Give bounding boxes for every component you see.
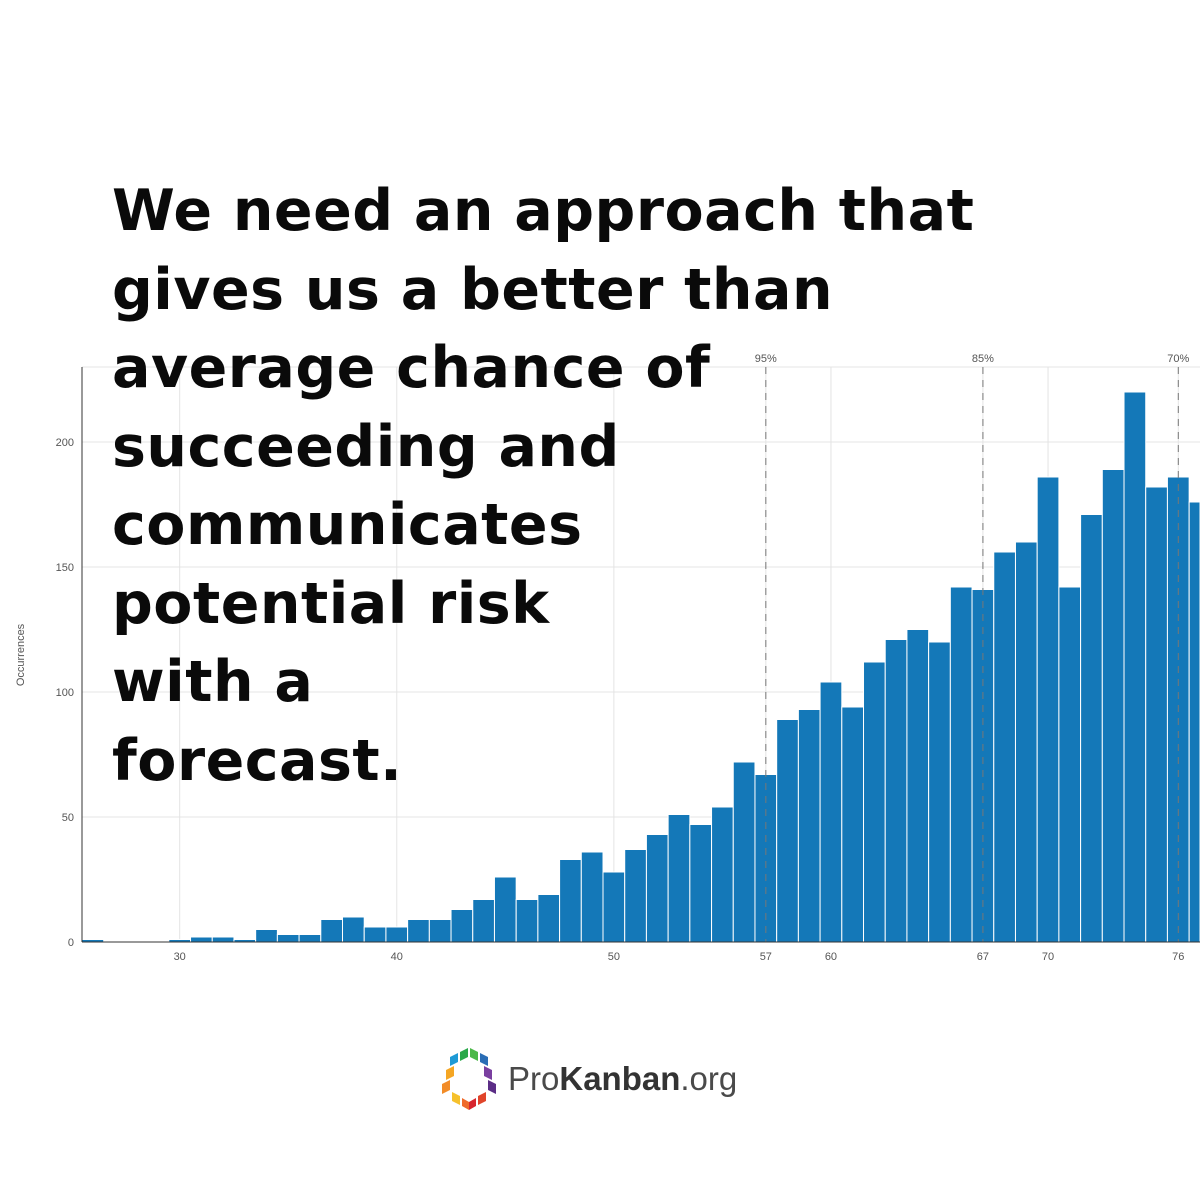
histogram-bar [1101,469,1125,943]
histogram-bar [580,851,604,943]
histogram-bar [667,814,691,943]
histogram-bar [1036,476,1060,943]
headline-line: forecast. [112,727,403,794]
headline-line: We need an approach that [112,178,975,244]
histogram-bar [993,551,1016,943]
headline-line: gives us a better than [112,256,834,323]
histogram-bar [515,899,539,943]
histogram-bar [1058,586,1082,943]
histogram-bar [428,919,452,943]
x-tick-label: 50 [608,951,620,963]
logo-text-kanban: Kanban [559,1060,681,1097]
histogram-bar [602,871,626,943]
x-tick-label: 30 [174,951,186,963]
y-axis-title: Occurrences [15,623,27,686]
histogram-bar [342,916,365,943]
histogram-bar [255,929,278,943]
headline: We need an approach that gives us a bett… [112,172,974,800]
percentile-label: 85% [972,353,994,365]
histogram-bar [211,936,235,943]
axes: Occurrences 0 50 100 150 200 30 40 50 57 60 67 70 76 [15,367,1200,963]
histogram-bar [493,876,517,943]
histogram-bar [190,936,213,943]
headline-line: succeeding and [112,413,620,480]
x-tick-label: 57 [760,951,772,963]
histogram-bar [689,824,713,943]
histogram-bar [407,919,430,943]
percentile-label: 70% [1167,353,1189,365]
histogram-bar [624,849,647,943]
logo-wordmark: ProKanban.org [508,1060,737,1098]
y-tick-label: 200 [56,437,74,449]
histogram-bar [645,834,669,943]
histogram-bar [472,899,495,943]
histogram-bar [298,934,322,943]
histogram-bar [1123,391,1147,943]
x-tick-label: 40 [391,951,403,963]
histogram-bar [711,806,734,943]
x-tick-label: 76 [1172,951,1184,963]
histogram-bar [385,926,409,943]
y-tick-label: 150 [56,562,74,574]
x-tick-label: 67 [977,951,989,963]
percentile-markers: 95% 85% 70% [755,353,1190,942]
histogram-bar [1080,514,1103,943]
y-tick-label: 100 [56,687,74,699]
histogram-bar [450,909,474,943]
y-tick-label: 50 [62,812,74,824]
histogram-bar [537,894,561,943]
y-tick-label: 0 [68,937,74,949]
headline-line: communicates [112,492,583,558]
histogram-bar [363,926,387,943]
prokanban-hexagon-logo-icon [442,1048,496,1110]
logo-text-pro: Pro [508,1060,560,1097]
histogram-bar [1014,541,1038,943]
histogram-bar [276,934,300,943]
histogram-bar [1145,486,1168,943]
x-tick-label: 60 [825,951,837,963]
headline-line: potential risk [112,570,550,637]
histogram-bar [559,859,582,943]
histogram-bar [320,919,344,943]
percentile-label: 95% [755,353,777,365]
x-tick-label: 70 [1042,951,1054,963]
headline-line: average chance of [112,335,711,401]
logo-text-org: .org [680,1060,738,1097]
histogram-bar [1188,501,1200,943]
headline-line: with a [112,649,314,715]
